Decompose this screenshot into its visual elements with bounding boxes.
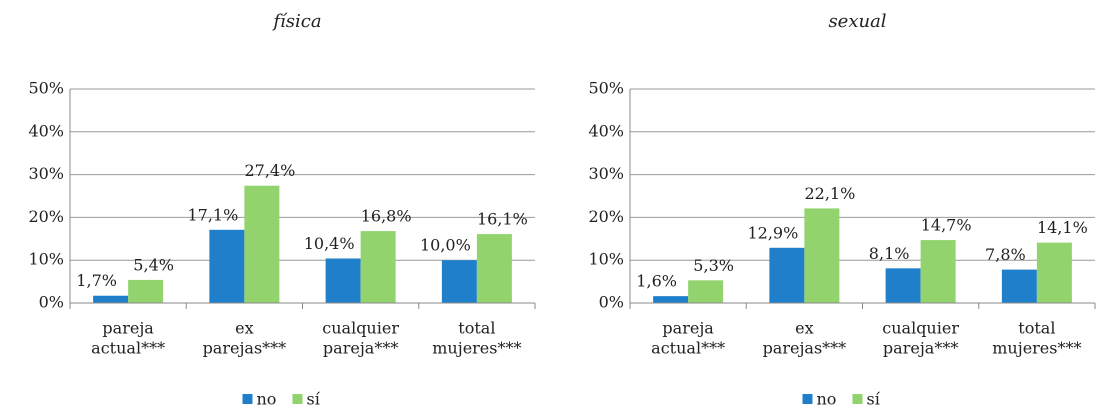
bar [128, 279, 164, 303]
y-tick-label: 30% [28, 164, 64, 183]
data-label: 8,1% [869, 244, 910, 263]
x-tick-label: parejas*** [203, 339, 287, 358]
data-label: 27,4% [244, 161, 295, 180]
x-tick-label: total [458, 319, 495, 338]
data-label: 14,7% [921, 216, 972, 235]
bar [325, 258, 361, 303]
x-tick-label: actual*** [651, 339, 725, 358]
y-tick-label: 30% [588, 164, 624, 183]
x-tick-label: cualquier [882, 319, 959, 338]
bar [769, 247, 805, 303]
bar [93, 295, 129, 303]
data-label: 10,4% [304, 234, 355, 253]
y-tick-label: 0% [39, 293, 64, 312]
y-tick-label: 40% [588, 121, 624, 140]
data-label: 16,1% [477, 210, 528, 229]
chart-title: física [271, 11, 321, 32]
x-tick-label: pareja*** [323, 339, 398, 358]
y-tick-label: 40% [28, 121, 64, 140]
bar [920, 240, 956, 303]
x-tick-label: cualquier [322, 319, 399, 338]
bar [688, 280, 724, 303]
data-label: 12,9% [747, 223, 798, 242]
legend-swatch [242, 394, 253, 404]
bar [209, 229, 245, 303]
bar [360, 231, 396, 303]
bar [1036, 242, 1072, 303]
bar [885, 268, 921, 303]
y-tick-label: 20% [28, 207, 64, 226]
data-label: 5,3% [693, 256, 734, 275]
data-label: 14,1% [1037, 218, 1088, 237]
bar [244, 185, 280, 303]
legend-label: no [257, 390, 277, 409]
legend-label: sí [307, 390, 321, 409]
y-tick-label: 20% [588, 207, 624, 226]
data-label: 17,1% [187, 205, 238, 224]
data-label: 1,6% [636, 272, 677, 291]
legend-swatch [292, 394, 303, 404]
bar [1001, 269, 1037, 303]
data-label: 22,1% [804, 184, 855, 203]
bar [804, 208, 840, 303]
x-tick-label: pareja [102, 319, 154, 338]
y-tick-label: 50% [28, 79, 64, 98]
bar [441, 260, 477, 303]
y-tick-label: 10% [588, 250, 624, 269]
legend-label: no [817, 390, 837, 409]
x-tick-label: pareja [662, 319, 714, 338]
data-label: 16,8% [361, 207, 412, 226]
x-tick-label: mujeres*** [432, 339, 521, 358]
legend-label: sí [867, 390, 881, 409]
data-label: 7,8% [985, 245, 1026, 264]
y-tick-label: 50% [588, 79, 624, 98]
data-label: 1,7% [76, 271, 117, 290]
x-tick-label: ex [235, 319, 254, 338]
legend-swatch [852, 394, 863, 404]
bar [653, 296, 689, 303]
bar [476, 234, 512, 303]
data-label: 5,4% [133, 255, 174, 274]
x-tick-label: parejas*** [763, 339, 847, 358]
x-tick-label: total [1018, 319, 1055, 338]
data-label: 10,0% [420, 236, 471, 255]
x-tick-label: mujeres*** [992, 339, 1081, 358]
x-tick-label: ex [795, 319, 814, 338]
legend-swatch [802, 394, 813, 404]
y-tick-label: 10% [28, 250, 64, 269]
x-tick-label: pareja*** [883, 339, 958, 358]
y-tick-label: 0% [599, 293, 624, 312]
chart-title: sexual [828, 11, 886, 32]
x-tick-label: actual*** [91, 339, 165, 358]
